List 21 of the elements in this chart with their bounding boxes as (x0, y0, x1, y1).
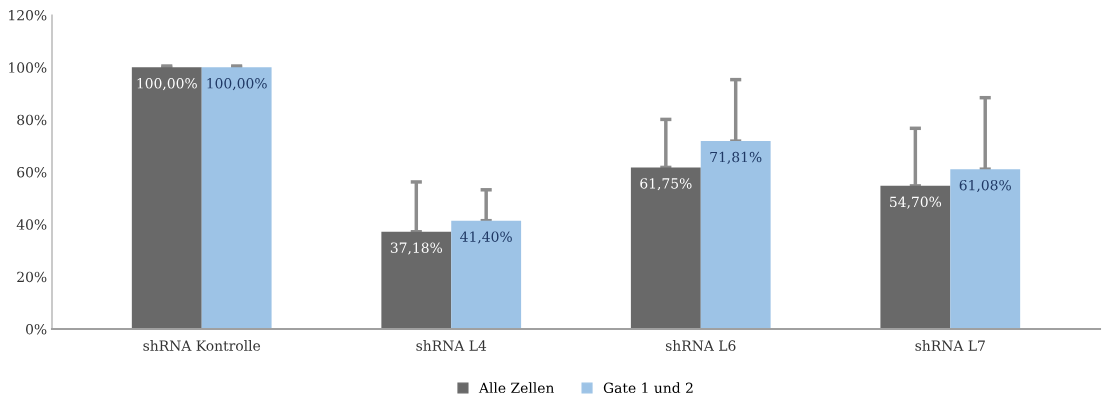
x-tick-label: shRNA L4 (416, 340, 487, 351)
data-label: 41,40% (460, 231, 512, 244)
y-tick-label: 80% (17, 114, 47, 126)
data-label: 61,08% (959, 179, 1011, 193)
data-label: 71,81% (710, 151, 762, 165)
y-tick-label: 0% (26, 323, 47, 335)
y-tick-label: 100% (9, 62, 47, 73)
legend-label: Alle Zellen (478, 382, 555, 394)
data-label: 100,00% (207, 78, 267, 91)
x-tick-label: shRNA L6 (665, 340, 736, 351)
data-label: 54,70% (890, 196, 942, 209)
y-tick-label: 120% (9, 9, 47, 21)
data-label: 37,18% (390, 242, 443, 255)
legend-label: Gate 1 und 2 (603, 382, 693, 394)
x-tick-label: shRNA L7 (915, 340, 985, 351)
x-tick-label: shRNA Kontrolle (143, 340, 261, 351)
data-label: 61,75% (640, 178, 692, 191)
data-label: 100,00% (137, 78, 197, 91)
y-tick-label: 60% (17, 166, 47, 178)
y-tick-label: 40% (16, 219, 47, 230)
y-tick-label: 20% (17, 271, 47, 283)
